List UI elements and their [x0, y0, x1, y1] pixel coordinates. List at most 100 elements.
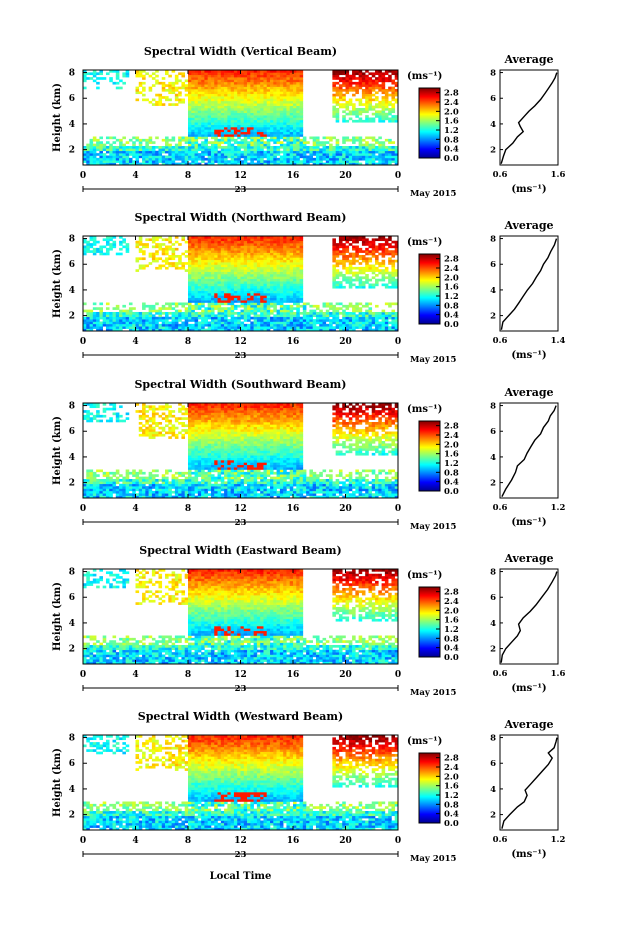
heatmap-cell: [260, 129, 264, 133]
heatmap-cell: [250, 108, 254, 111]
heatmap-cell: [224, 326, 228, 329]
heatmap-cell: [296, 304, 300, 308]
heatmap-cell: [227, 293, 231, 296]
heatmap-cell: [86, 143, 90, 147]
heatmap-cell: [256, 266, 261, 270]
heatmap-cell: [319, 312, 323, 315]
heatmap-cell: [332, 115, 336, 118]
heatmap-cell: [224, 290, 228, 294]
heatmap-cell: [289, 278, 294, 282]
heatmap-cell: [224, 160, 228, 163]
heatmap-cell: [227, 295, 231, 299]
heatmap-cell: [217, 247, 222, 251]
heatmap-cell: [119, 148, 123, 152]
heatmap-cell: [296, 162, 300, 166]
heatmap-cell: [207, 115, 212, 118]
heatmap-cell: [289, 150, 294, 154]
heatmap-cell: [165, 259, 169, 263]
heatmap-cell: [348, 77, 353, 80]
heatmap-cell: [371, 245, 376, 249]
heatmap-cell: [92, 72, 97, 76]
heatmap-cell: [138, 238, 143, 242]
heatmap-cell: [240, 297, 245, 301]
heatmap-cell: [240, 247, 245, 251]
heatmap-cell: [224, 122, 228, 125]
heatmap-cell: [224, 105, 228, 109]
heatmap-cell: [365, 70, 369, 73]
heatmap-cell: [381, 153, 386, 156]
heatmap-cell: [197, 266, 202, 270]
heatmap-cell: [204, 285, 208, 289]
heatmap-cell: [371, 153, 376, 156]
y-tick-label: 2: [69, 312, 75, 322]
heatmap-cell: [155, 252, 159, 256]
heatmap-cell: [371, 252, 376, 256]
colorbar-tick-label: 2.4: [444, 98, 459, 108]
heatmap-cell: [240, 283, 245, 287]
heatmap-cell: [181, 252, 186, 256]
heatmap-cell: [375, 103, 379, 106]
heatmap-cell: [289, 316, 294, 320]
heatmap-cell: [293, 103, 297, 106]
heatmap-cell: [210, 98, 215, 102]
heatmap-cell: [217, 86, 222, 90]
heatmap-cell: [371, 138, 376, 142]
heatmap-cell: [158, 146, 163, 149]
heatmap-cell: [243, 153, 248, 156]
heatmap-cell: [148, 141, 153, 144]
heatmap-cell: [142, 153, 146, 156]
heatmap-cell: [286, 264, 291, 268]
heatmap-cell: [388, 236, 392, 239]
heatmap-cell: [348, 157, 353, 161]
heatmap-cell: [365, 252, 369, 256]
heatmap-cell: [132, 314, 136, 318]
heatmap-cell: [165, 245, 169, 249]
heatmap-cell: [293, 243, 297, 246]
heatmap-cell: [299, 138, 304, 142]
heatmap-cell: [142, 86, 146, 90]
heatmap-cell: [378, 84, 382, 87]
heatmap-cell: [89, 143, 94, 147]
heatmap-cell: [368, 321, 373, 325]
heatmap-cell: [201, 271, 205, 275]
heatmap-cell: [83, 160, 87, 163]
heatmap-cell: [240, 105, 245, 109]
heatmap-cell: [256, 127, 261, 130]
heatmap-cell: [227, 148, 231, 152]
heatmap-cell: [250, 84, 254, 87]
heatmap-cell: [237, 321, 241, 325]
heatmap-cell: [391, 262, 396, 265]
heatmap-cell: [348, 74, 353, 78]
heatmap-cell: [115, 321, 120, 325]
heatmap-cell: [276, 236, 281, 239]
heatmap-cell: [188, 288, 192, 291]
heatmap-cell: [381, 103, 386, 106]
heatmap-cell: [122, 321, 126, 325]
heatmap-cell: [250, 155, 254, 159]
heatmap-cell: [352, 138, 356, 142]
heatmap-cell: [368, 157, 373, 161]
heatmap-cell: [240, 314, 245, 318]
heatmap-cell: [368, 269, 373, 272]
heatmap-cell: [286, 262, 291, 265]
heatmap-cell: [289, 321, 294, 325]
heatmap-cell: [394, 72, 399, 76]
heatmap-cell: [181, 238, 186, 242]
heatmap-cell: [335, 91, 340, 95]
heatmap-cell: [178, 98, 182, 102]
heatmap-cell: [132, 153, 136, 156]
heatmap-cell: [256, 138, 261, 142]
heatmap-cell: [240, 309, 245, 313]
heatmap-cell: [86, 77, 90, 80]
heatmap-cell: [204, 150, 208, 154]
heatmap-cell: [174, 98, 179, 102]
heatmap-cell: [105, 319, 110, 322]
heatmap-cell: [348, 243, 353, 246]
heatmap-cell: [217, 70, 222, 73]
heatmap-cell: [253, 98, 258, 102]
heatmap-cell: [184, 160, 189, 163]
heatmap-cell: [142, 77, 146, 80]
heatmap-cell: [289, 86, 294, 90]
heatmap-cell: [191, 93, 195, 97]
heatmap-cell: [247, 247, 251, 251]
